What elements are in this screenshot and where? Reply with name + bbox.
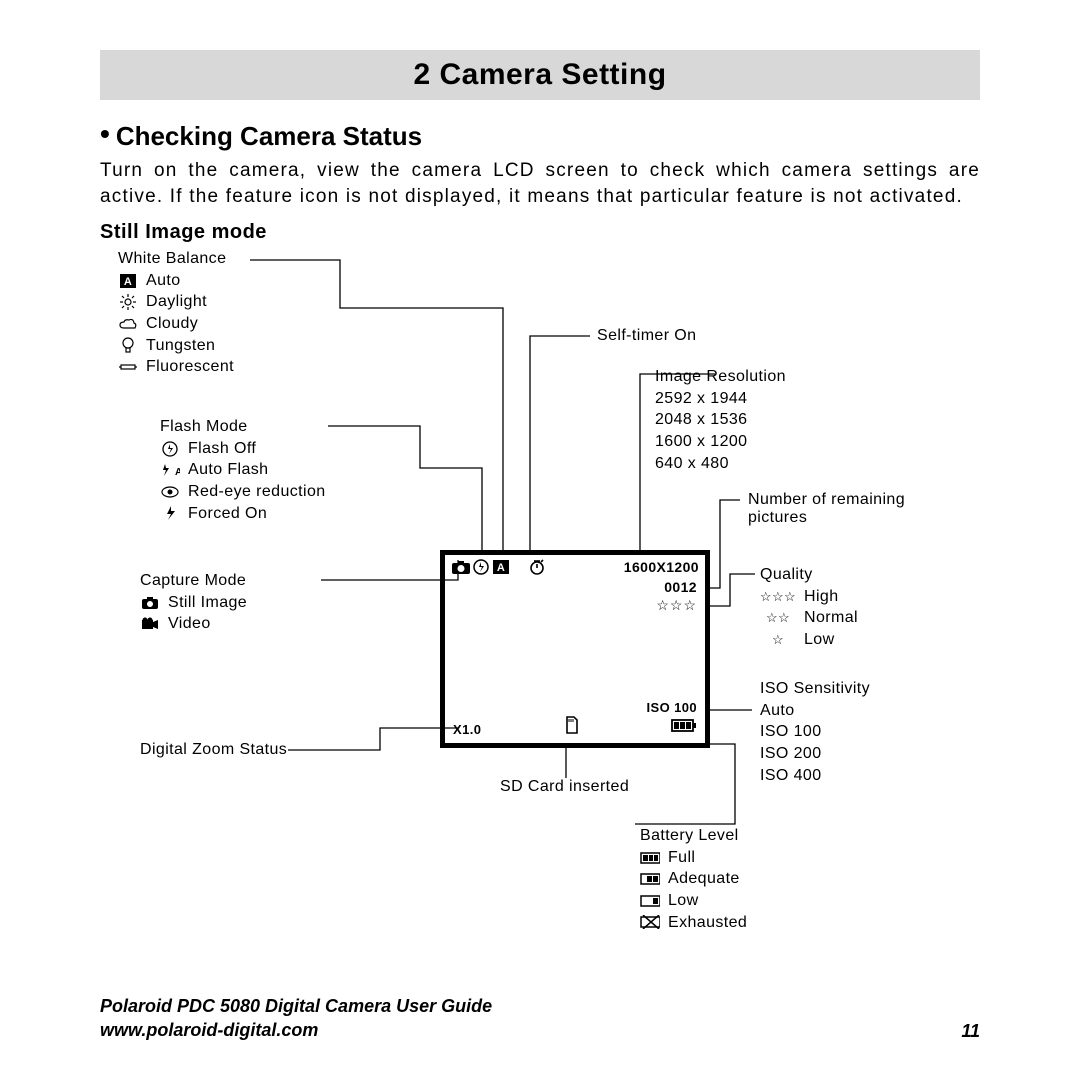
lcd-count: 0012 <box>664 579 697 595</box>
flash-off-icon <box>160 441 180 457</box>
fluorescent-icon <box>118 362 138 372</box>
legend-item: ☆Low <box>760 629 858 651</box>
white-balance-legend: White Balance AAuto Daylight Cloudy Tung… <box>118 248 234 378</box>
lcd-screen: A 1600X1200 0012 ☆☆☆ ISO 100 X1.0 <box>440 550 710 748</box>
cloudy-icon <box>118 317 138 331</box>
image-resolution-legend: Image Resolution 2592 x 1944 2048 x 1536… <box>655 366 786 474</box>
legend-title: Flash Mode <box>160 416 326 438</box>
footer-text: Polaroid PDC 5080 Digital Camera User Gu… <box>100 995 492 1042</box>
legend-item: Red-eye reduction <box>160 481 326 503</box>
section-body: Turn on the camera, view the camera LCD … <box>100 158 980 209</box>
subsection-title: Still Image mode <box>100 221 980 244</box>
auto-flash-icon: A <box>160 463 180 477</box>
stars-1-icon: ☆ <box>760 631 796 649</box>
legend-title: Quality <box>760 564 858 586</box>
lcd-flash-icon <box>473 559 489 575</box>
video-icon <box>140 617 160 631</box>
redeye-icon <box>160 486 180 498</box>
tungsten-icon <box>118 337 138 353</box>
legend-item: ISO 100 <box>760 721 870 743</box>
lcd-diagram: White Balance AAuto Daylight Cloudy Tung… <box>100 248 980 948</box>
legend-title: White Balance <box>118 248 234 270</box>
legend-item: Video <box>140 613 247 635</box>
battery-exhausted-icon <box>640 915 660 929</box>
stars-3-icon: ☆☆☆ <box>760 588 796 606</box>
svg-text:A: A <box>497 562 505 574</box>
legend-item: Exhausted <box>640 912 747 934</box>
iso-legend: ISO Sensitivity Auto ISO 100 ISO 200 ISO… <box>760 678 870 786</box>
remaining-label: Number of remaining pictures <box>748 491 905 527</box>
page-number: 11 <box>961 1021 980 1042</box>
legend-item: ISO 400 <box>760 765 870 787</box>
legend-item: Tungsten <box>118 335 234 357</box>
lcd-timer-icon <box>529 559 545 575</box>
lcd-wb-icon: A <box>493 560 509 574</box>
digital-zoom-label: Digital Zoom Status <box>140 741 287 759</box>
page-footer: Polaroid PDC 5080 Digital Camera User Gu… <box>100 995 980 1042</box>
lcd-resolution: 1600X1200 <box>624 559 699 575</box>
section-title-text: Checking Camera Status <box>116 121 422 151</box>
legend-title: Capture Mode <box>140 570 247 592</box>
battery-full-icon <box>640 852 660 864</box>
legend-item: 2592 x 1944 <box>655 388 786 410</box>
remaining-line2: pictures <box>748 509 905 527</box>
legend-item: Full <box>640 847 747 869</box>
legend-item: 640 x 480 <box>655 453 786 475</box>
legend-item: ☆☆Normal <box>760 607 858 629</box>
legend-item: Flash Off <box>160 438 326 460</box>
lcd-iso: ISO 100 <box>647 700 698 715</box>
quality-legend: Quality ☆☆☆High ☆☆Normal ☆Low <box>760 564 858 650</box>
self-timer-label: Self-timer On <box>597 327 696 345</box>
lcd-quality-stars: ☆☆☆ <box>656 597 697 614</box>
sd-card-label: SD Card inserted <box>500 778 629 796</box>
section-title: •Checking Camera Status <box>100 118 980 152</box>
svg-text:A: A <box>175 467 180 477</box>
legend-title: Battery Level <box>640 825 747 847</box>
legend-item: 1600 x 1200 <box>655 431 786 453</box>
chapter-banner: 2 Camera Setting <box>100 50 980 100</box>
legend-item: Daylight <box>118 291 234 313</box>
stars-2-icon: ☆☆ <box>760 609 796 627</box>
footer-line2: www.polaroid-digital.com <box>100 1019 492 1042</box>
lcd-sd-icon <box>565 716 579 739</box>
legend-title: Image Resolution <box>655 366 786 388</box>
svg-text:A: A <box>124 276 132 288</box>
still-image-icon <box>140 596 160 610</box>
legend-item: ☆☆☆High <box>760 586 858 608</box>
daylight-icon <box>118 294 138 310</box>
battery-legend: Battery Level Full Adequate Low Exhauste… <box>640 825 747 933</box>
legend-item: Fluorescent <box>118 356 234 378</box>
legend-item: 2048 x 1536 <box>655 409 786 431</box>
capture-mode-legend: Capture Mode Still Image Video <box>140 570 247 635</box>
battery-adequate-icon <box>640 873 660 885</box>
lcd-zoom: X1.0 <box>453 722 481 737</box>
legend-item: Low <box>640 890 747 912</box>
legend-title: ISO Sensitivity <box>760 678 870 700</box>
legend-item: Forced On <box>160 503 326 525</box>
legend-item: AAuto <box>118 270 234 292</box>
lcd-battery-icon <box>671 719 697 737</box>
legend-item: Cloudy <box>118 313 234 335</box>
legend-item: AAuto Flash <box>160 459 326 481</box>
battery-low-icon <box>640 895 660 907</box>
legend-item: ISO 200 <box>760 743 870 765</box>
manual-page: 2 Camera Setting •Checking Camera Status… <box>0 0 1080 1080</box>
forced-flash-icon <box>160 505 180 521</box>
legend-item: Adequate <box>640 868 747 890</box>
remaining-line1: Number of remaining <box>748 491 905 509</box>
legend-item: Auto <box>760 700 870 722</box>
legend-item: Still Image <box>140 592 247 614</box>
flash-mode-legend: Flash Mode Flash Off AAuto Flash Red-eye… <box>160 416 326 524</box>
auto-wb-icon: A <box>118 274 138 288</box>
footer-line1: Polaroid PDC 5080 Digital Camera User Gu… <box>100 995 492 1018</box>
lcd-camera-icon <box>451 560 471 575</box>
